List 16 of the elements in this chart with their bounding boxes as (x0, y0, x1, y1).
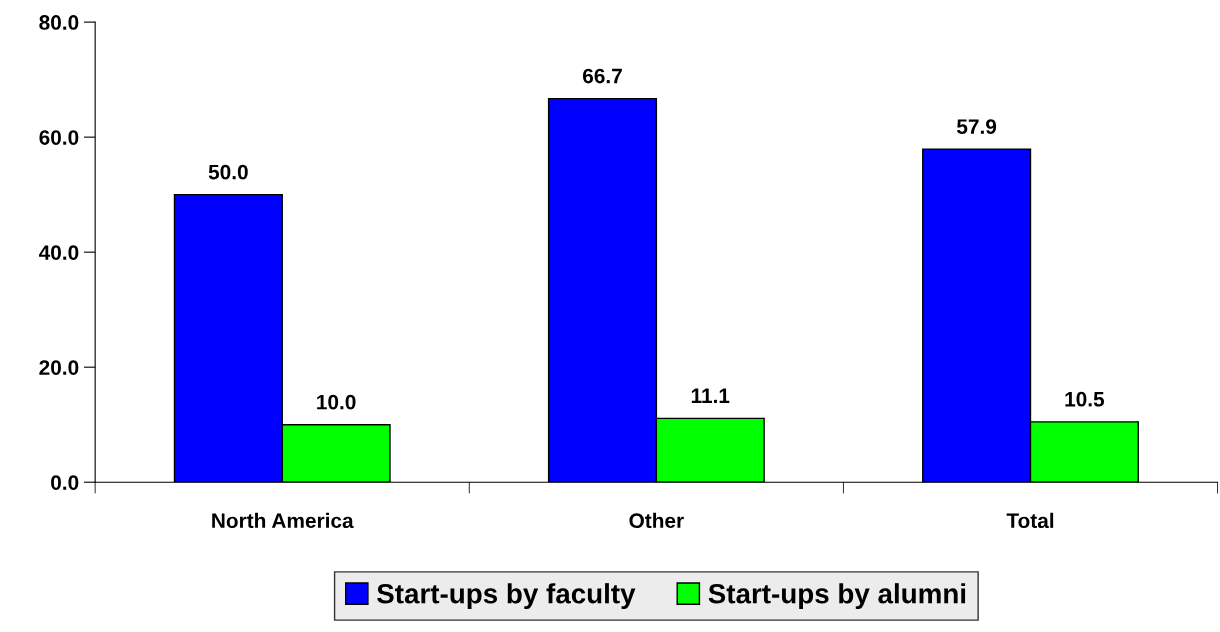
x-tick-label: Total (1006, 512, 1054, 529)
data-label: 10.5 (1065, 391, 1105, 407)
x-tick-label: North America (212, 512, 354, 529)
y-tick-label: 0.0 (51, 475, 79, 490)
y-tick-label: 20.0 (39, 360, 79, 375)
data-label: 11.1 (691, 388, 730, 403)
x-tick-label: Other (629, 512, 684, 529)
y-tick-label: 40.0 (38, 245, 79, 260)
data-label: 10.0 (317, 394, 356, 410)
legend-label: Start-ups by alumni (708, 583, 966, 610)
y-tick-label: 80.0 (39, 15, 79, 30)
data-label: 50.0 (208, 164, 248, 180)
legend-label: Start-ups by faculty (377, 583, 636, 610)
y-tick-label: 60.0 (39, 130, 79, 145)
data-label: 57.9 (956, 119, 997, 134)
data-label: 66.7 (582, 68, 622, 84)
